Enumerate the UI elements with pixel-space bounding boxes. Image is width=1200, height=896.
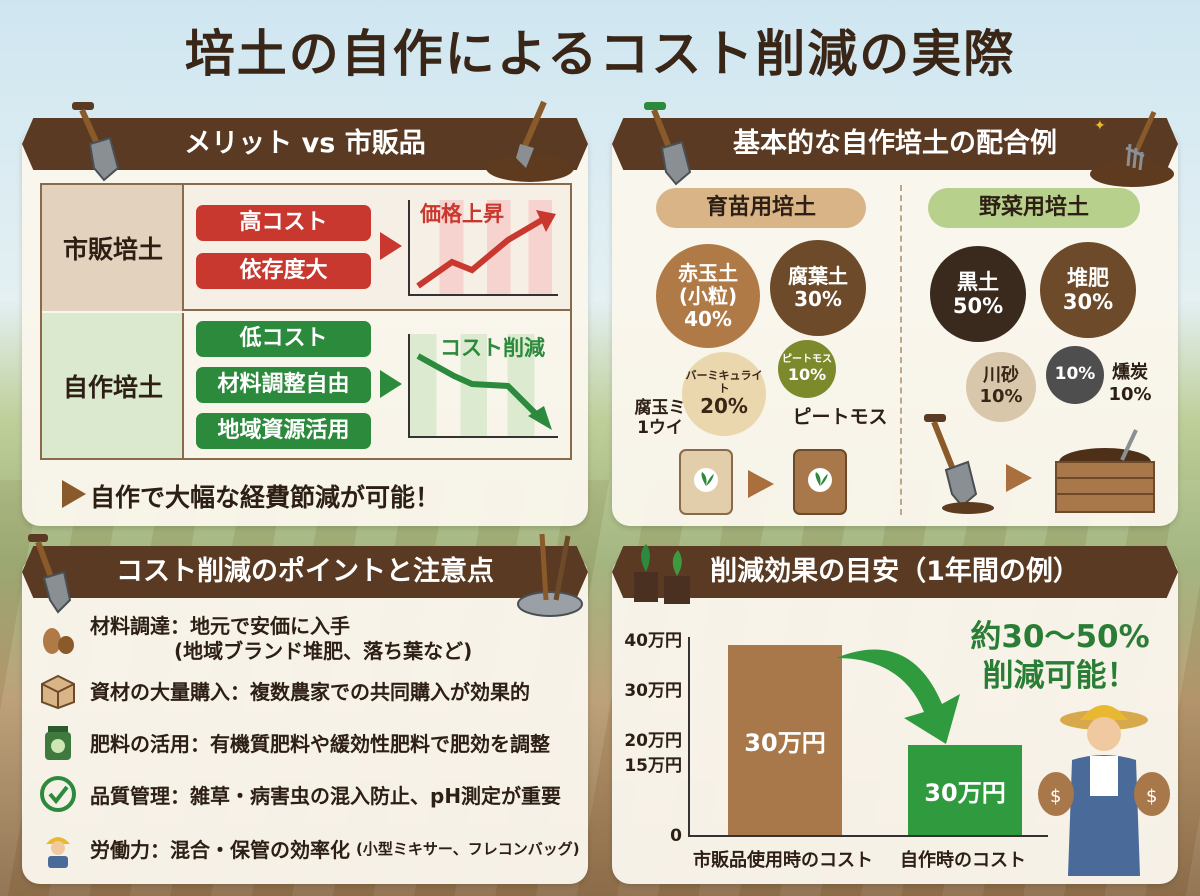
akadama-circle: 赤玉土 (小粒) 40% [656, 244, 760, 348]
cost-bar-chart: 30万円 30万円 [688, 637, 1048, 837]
svg-text:✦: ✦ [1094, 118, 1106, 134]
rising-arrow-icon [416, 210, 556, 289]
arrow-right-icon [748, 470, 774, 498]
shovel-icon [644, 102, 692, 186]
recipe-divider [900, 185, 902, 515]
vermiculite-name: バーミキュライト [685, 368, 763, 395]
shovel-icon [28, 534, 72, 614]
svg-text:$: $ [1050, 786, 1061, 807]
peatmoss-circle: ピートモス 10% [778, 340, 836, 398]
y-tick-label: 40万円 [624, 631, 682, 651]
taihi-text: 堆肥 30% [1062, 265, 1114, 314]
arrow-right-icon [380, 370, 402, 398]
point-body: 地元で安価に入手 [190, 614, 350, 638]
point-body: 複数農家での共同購入が効果的 [250, 679, 530, 704]
reduction-arrow-icon [836, 649, 960, 744]
seedling-left-label: 腐玉ミ 1ウイ [634, 398, 686, 439]
point-head: 肥料の活用： [90, 731, 210, 756]
x-category-label: 市販品使用時のコスト [693, 850, 873, 871]
svg-text:$: $ [1146, 786, 1157, 807]
point-body: 混合・保管の効率化 [170, 837, 350, 862]
high-cost-pill: 高コスト [196, 205, 371, 241]
peatmoss-name: ピートモス [782, 354, 832, 366]
point-head: 品質管理： [90, 783, 190, 808]
homemade-label-cell [42, 313, 184, 458]
summary-arrow-icon [62, 480, 86, 508]
farmer-money-icon: $ $ [1038, 705, 1170, 876]
y-tick-label: 0 [670, 826, 682, 846]
akadama-text: 赤玉土 (小粒) 40% [678, 260, 738, 331]
cost-reduction-caption: コスト削減 [440, 336, 545, 360]
y-tick-label: 15万円 [624, 756, 682, 776]
recipe-banner: 基本的な自作培土の配合例 [612, 118, 1178, 170]
point-sub: (小型ミキサー、フレコンバッグ) [356, 839, 580, 858]
compost-crate-icon [1055, 429, 1155, 513]
kawasuna-circle: 川砂 10% [966, 352, 1036, 422]
kuntan-circle: 10% [1046, 346, 1104, 404]
shovel-soil-icon [924, 414, 994, 514]
point-sub: (地域ブランド堆肥、落ち葉など) [174, 639, 473, 663]
vermiculite-pct: 20% [700, 394, 748, 419]
box-icon [41, 674, 75, 710]
trowel-soil-icon [486, 100, 574, 182]
y-tick-label: 20万円 [624, 731, 682, 751]
tools-pot-icon [517, 533, 583, 617]
point-head: 労働力： [90, 837, 170, 862]
soil-bag-icon [793, 449, 847, 515]
kurotsuchi-text: 黒土 50% [952, 269, 1004, 318]
point-row: 肥料の活用： 有機質肥料や緩効性肥料で肥効を調整 [38, 722, 550, 762]
vermiculite-circle: バーミキュライト 20% [682, 352, 766, 436]
points-panel [22, 556, 588, 884]
fertilizer-jar-icon [45, 726, 71, 760]
arrow-right-icon [380, 232, 402, 260]
seedling-pots-icon [634, 544, 690, 604]
page-title: 培土の自作によるコスト削減の実際 [184, 25, 1016, 83]
point-head: 材料調達： [90, 614, 190, 638]
point-row: 資材の大量購入： 複数農家での共同購入が効果的 [38, 670, 530, 710]
fuyodo-text: 腐葉土 30% [788, 264, 848, 311]
price-rise-chart [408, 200, 558, 296]
point-row: 材料調達：地元で安価に入手 (地域ブランド堆肥、落ち葉など) [38, 614, 472, 664]
kuntan-label: 燻炭 10% [1108, 362, 1152, 405]
commercial-label-cell [42, 185, 184, 311]
point-row: 労働力： 混合・保管の効率化 (小型ミキサー、フレコンバッグ) [38, 828, 580, 868]
local-resource-pill: 地域資源活用 [196, 413, 371, 449]
homemade-label: 自作培土 [62, 372, 163, 402]
point-body: 雑草・病害虫の混入防止、pH測定が重要 [190, 783, 562, 808]
worker-icon [46, 837, 70, 868]
vegetable-soil-header: 野菜用培土 [928, 188, 1140, 228]
pitchfork-soil-icon: ✦ [1090, 110, 1174, 187]
kawasuna-text: 川砂 10% [979, 365, 1023, 407]
low-cost-pill: 低コスト [196, 321, 371, 357]
check-circle-icon [40, 776, 76, 812]
arrow-right-icon [1006, 464, 1032, 492]
taihi-circle: 堆肥 30% [1040, 242, 1136, 338]
kuntan-pct: 10% [1054, 364, 1096, 385]
seedling-soil-header: 育苗用培土 [656, 188, 866, 228]
point-head: 資材の大量購入： [90, 679, 250, 704]
seedling-right-label: ピートモス [792, 406, 888, 428]
price-rise-caption: 価格上昇 [420, 202, 504, 226]
fuyodo-circle: 腐葉土 30% [770, 240, 866, 336]
material-freedom-pill: 材料調整自由 [196, 367, 371, 403]
reduction-callout: 約30〜50% 削減可能！ [970, 619, 1150, 694]
point-text: 材料調達：地元で安価に入手 (地域ブランド堆肥、落ち葉など) [90, 614, 472, 664]
peatmoss-pct: 10% [787, 364, 827, 384]
leaf-seed-icon [43, 628, 74, 654]
commercial-label: 市販培土 [62, 235, 163, 264]
high-dependency-pill: 依存度大 [196, 253, 371, 289]
shovel-icon [72, 102, 120, 182]
y-tick-label: 30万円 [624, 681, 682, 701]
soil-bag-icon [679, 449, 733, 515]
effect-banner: 削減効果の目安（1年間の例） [612, 546, 1178, 598]
x-category-label: 自作時のコスト [900, 850, 1026, 871]
point-body: 有機質肥料や緩効性肥料で肥効を調整 [210, 731, 550, 756]
merit-summary: 自作で大幅な経費節減が可能！ [90, 483, 441, 512]
bar-1: 30万円 [908, 745, 1022, 835]
points-banner: コスト削減のポイントと注意点 [22, 546, 588, 598]
falling-arrow-icon [416, 353, 552, 430]
point-row: 品質管理： 雑草・病害虫の混入防止、pH測定が重要 [38, 774, 561, 814]
kurotsuchi-circle: 黒土 50% [930, 246, 1026, 342]
bar-0: 30万円 [728, 645, 842, 835]
